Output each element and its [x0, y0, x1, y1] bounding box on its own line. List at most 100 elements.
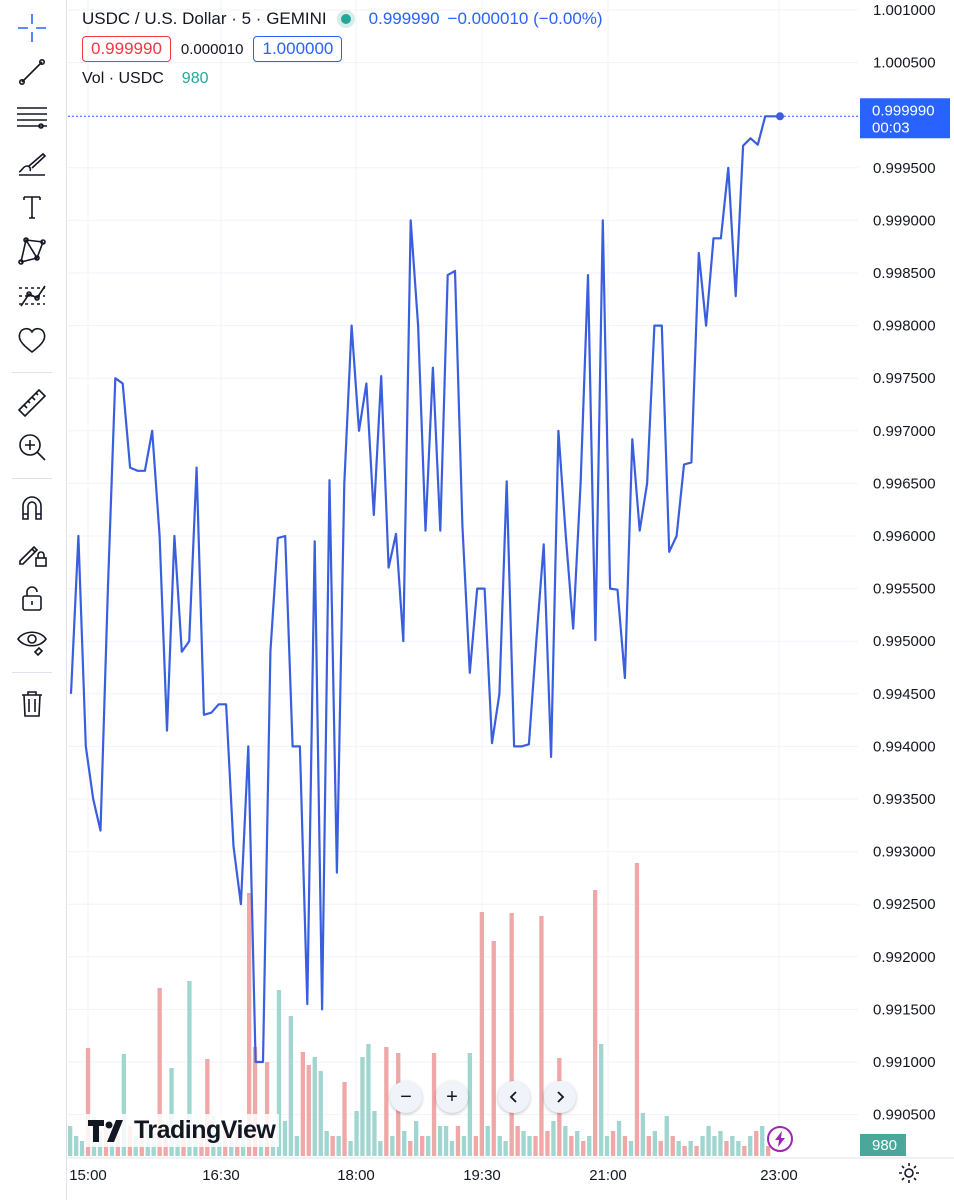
volume-bar	[318, 1071, 323, 1156]
volume-bar	[539, 916, 544, 1156]
market-status-dot[interactable]	[340, 14, 351, 24]
volume-bar	[187, 981, 192, 1156]
volume-bar	[485, 1126, 490, 1156]
time-tick-label: 15:00	[69, 1167, 107, 1184]
chart-navigation: − +	[390, 1081, 590, 1113]
volume-bar	[384, 1047, 389, 1156]
volume-bar	[730, 1136, 735, 1156]
volume-bar	[760, 1126, 765, 1156]
volume-bar	[330, 1136, 335, 1156]
volume-bar	[312, 1057, 317, 1156]
price-tick-label: 0.991000	[873, 1054, 936, 1071]
chart-legend: USDC / U.S. Dollar · 5 · GEMINI 0.999990…	[82, 6, 611, 92]
volume-bar	[74, 1136, 79, 1156]
volume-bar	[121, 1054, 126, 1156]
volume-bar	[420, 1136, 425, 1156]
volume-bar	[449, 1141, 455, 1156]
volume-bar	[664, 1116, 669, 1156]
eye-icon[interactable]	[10, 620, 54, 660]
volume-bar	[634, 863, 640, 1156]
volume-bar	[604, 1136, 610, 1156]
volume-label[interactable]: Vol · USDC	[82, 70, 164, 87]
zoom-in-button[interactable]: +	[436, 1081, 468, 1113]
price-tick-label: 0.994500	[873, 686, 936, 703]
volume-bar	[754, 1131, 759, 1156]
volume-bar	[652, 1131, 657, 1156]
volume-bar	[736, 1141, 741, 1156]
price-tick-label: 0.992000	[873, 949, 936, 966]
price-tick-label: 0.993000	[873, 844, 936, 861]
volume-bar	[360, 1057, 365, 1156]
sell-button[interactable]: 0.999990	[82, 36, 171, 62]
trend-line-icon[interactable]	[10, 52, 54, 92]
scroll-left-button[interactable]	[498, 1081, 530, 1113]
volume-bar	[766, 1146, 771, 1156]
volume-bar	[575, 1131, 580, 1156]
volume-bar	[712, 1136, 717, 1156]
volume-bar	[264, 1062, 270, 1156]
price-tick-label: 0.995000	[873, 633, 936, 650]
ruler-icon[interactable]	[10, 383, 54, 423]
magnet-icon[interactable]	[10, 488, 54, 528]
price-tick-label: 0.993500	[873, 791, 936, 808]
volume-bar	[670, 1136, 675, 1156]
volume-bar	[533, 1136, 538, 1156]
volume-legend: Vol · USDC 980	[82, 66, 611, 92]
pattern-icon[interactable]	[10, 231, 54, 271]
plus-icon: +	[446, 1085, 458, 1108]
volume-bar	[402, 1131, 407, 1156]
price-tick-label: 0.994000	[873, 738, 936, 755]
gear-icon[interactable]	[896, 1160, 922, 1186]
scroll-right-button[interactable]	[544, 1081, 576, 1113]
tradingview-logo-icon	[88, 1119, 123, 1142]
volume-bar	[348, 1141, 353, 1156]
prediction-icon[interactable]	[10, 276, 54, 316]
lock-drawing-icon[interactable]	[10, 533, 54, 573]
symbol-title[interactable]: USDC / U.S. Dollar · 5 · GEMINI	[82, 9, 327, 28]
volume-bar	[270, 1141, 276, 1156]
trash-icon[interactable]	[10, 683, 54, 723]
volume-tag-value: 980	[872, 1137, 897, 1154]
volume-bar	[85, 1048, 91, 1156]
volume-bar	[306, 1065, 311, 1156]
volume-bar	[288, 1016, 293, 1156]
time-axis[interactable]: 15:00 16:30 18:00 19:30 21:00 23:00	[69, 1167, 798, 1184]
volume-bar	[229, 1141, 234, 1156]
volume-bar	[467, 1053, 472, 1156]
unlock-icon[interactable]	[10, 578, 54, 618]
volume-bar	[718, 1131, 723, 1156]
volume-bar	[437, 1126, 443, 1156]
bolt-icon[interactable]	[767, 1126, 793, 1152]
volume-bar	[742, 1146, 747, 1156]
price-change: −0.000010 (−0.00%)	[447, 9, 603, 28]
text-icon[interactable]	[10, 187, 54, 227]
horizontal-lines-icon[interactable]	[10, 97, 54, 137]
tradingview-logo[interactable]: TradingView	[84, 1114, 280, 1147]
volume-bar	[157, 988, 162, 1156]
logo-text: TradingView	[134, 1116, 276, 1144]
volume-bar	[616, 1121, 622, 1156]
last-price: 0.999990	[368, 9, 440, 28]
buy-button[interactable]: 1.000000	[253, 36, 343, 62]
heart-icon[interactable]	[10, 320, 54, 360]
toolbar-separator	[12, 372, 52, 373]
price-tick-label: 0.995500	[873, 581, 936, 598]
price-tag: 0.999990 00:03	[860, 98, 950, 139]
zoom-in-icon[interactable]	[10, 427, 54, 467]
volume-bar	[688, 1141, 693, 1156]
price-axis[interactable]: 1.001000 1.000500 0.999500 0.999000 0.998500…	[873, 2, 936, 1124]
volume-bar	[545, 1131, 550, 1156]
volume-bar	[443, 1126, 449, 1156]
symbol-row: USDC / U.S. Dollar · 5 · GEMINI 0.999990…	[82, 6, 611, 32]
volume-bar	[205, 1059, 210, 1156]
brush-icon[interactable]	[10, 142, 54, 182]
crosshair-icon[interactable]	[10, 8, 54, 48]
zoom-out-button[interactable]: −	[390, 1081, 422, 1113]
time-tick-label: 19:30	[463, 1167, 501, 1184]
volume-bar	[646, 1136, 651, 1156]
toolbar-separator	[12, 672, 52, 673]
price-tick-label: 0.996000	[873, 528, 936, 545]
price-tick-label: 0.999500	[873, 160, 936, 177]
volume-bar	[324, 1131, 329, 1156]
